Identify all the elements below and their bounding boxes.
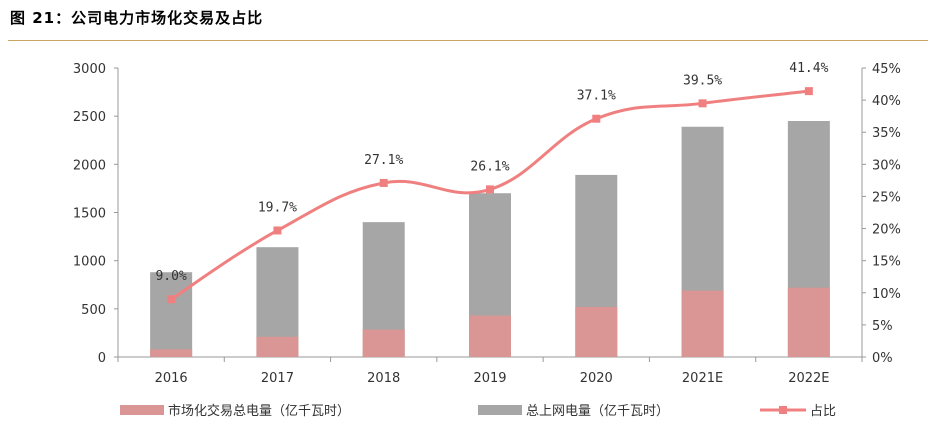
- right-tick-label: 35%: [872, 126, 901, 141]
- legend-swatch-total: [478, 405, 522, 415]
- title-rule: [8, 40, 928, 41]
- left-tick-label: 2500: [73, 110, 106, 125]
- share-point-2022E: [804, 87, 813, 96]
- market-bar-2022E: [787, 287, 830, 357]
- x-tick-label: 2018: [367, 371, 400, 386]
- x-tick-label: 2017: [261, 371, 294, 386]
- left-tick-label: 0: [98, 351, 106, 366]
- right-tick-label: 45%: [872, 62, 901, 77]
- market-bar-2016: [150, 349, 193, 357]
- share-data-label: 39.5%: [683, 73, 722, 88]
- x-tick-label: 2019: [473, 371, 506, 386]
- right-tick-label: 10%: [872, 287, 901, 302]
- share-point-2020: [592, 114, 601, 123]
- right-tick-label: 15%: [872, 255, 901, 270]
- market-bar-2020: [575, 306, 618, 357]
- legend-label-market: 市场化交易总电量（亿千瓦时）: [168, 403, 350, 419]
- share-data-label: 9.0%: [155, 269, 186, 284]
- share-point-2018: [379, 178, 388, 187]
- market-bar-2017: [256, 336, 299, 357]
- share-data-label: 41.4%: [789, 61, 828, 76]
- share-data-label: 26.1%: [470, 159, 509, 174]
- share-point-2017: [273, 226, 282, 235]
- market-bar-2018: [362, 329, 405, 357]
- left-tick-label: 3000: [73, 62, 106, 77]
- legend-label-total: 总上网电量（亿千瓦时）: [526, 404, 669, 419]
- share-data-label: 27.1%: [364, 153, 403, 168]
- x-tick-label: 2022E: [788, 371, 829, 386]
- right-tick-label: 25%: [872, 190, 901, 205]
- legend-swatch-share-marker: [779, 406, 787, 414]
- legend-label-share: 占比: [810, 404, 836, 419]
- share-point-2016: [167, 295, 176, 304]
- right-tick-label: 20%: [872, 223, 901, 238]
- left-tick-label: 1500: [73, 207, 106, 222]
- total-bar-2016: [150, 272, 193, 357]
- figure-title: 图 21：公司电力市场化交易及占比: [10, 9, 264, 27]
- left-tick-label: 500: [81, 303, 106, 318]
- x-tick-label: 2021E: [682, 371, 723, 386]
- share-data-label: 37.1%: [577, 89, 616, 104]
- market-bar-2021E: [681, 290, 724, 357]
- share-point-2021E: [698, 99, 707, 108]
- share-data-label: 19.7%: [258, 200, 297, 215]
- right-tick-label: 5%: [872, 319, 893, 334]
- right-tick-label: 0%: [872, 351, 893, 366]
- right-tick-label: 40%: [872, 94, 901, 109]
- share-point-2019: [486, 185, 494, 194]
- right-tick-label: 30%: [872, 158, 901, 173]
- left-tick-label: 2000: [73, 158, 106, 173]
- x-tick-label: 2020: [580, 371, 613, 386]
- x-tick-label: 2016: [155, 371, 188, 386]
- market-bar-2019: [469, 315, 511, 357]
- legend-swatch-market: [120, 405, 164, 415]
- left-tick-label: 1000: [73, 255, 106, 270]
